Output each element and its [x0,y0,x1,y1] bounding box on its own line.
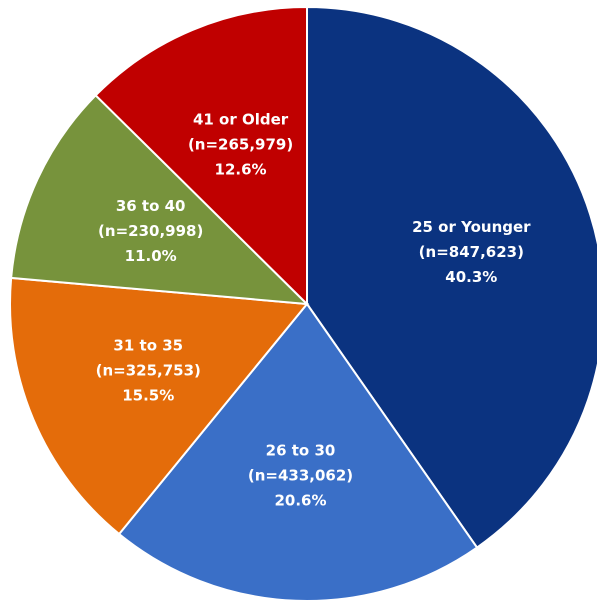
pie-slice [10,93,310,306]
slice-label: 25 or Younger [412,218,531,236]
count-label: (n=230,998) [98,222,203,240]
count-label: (n=847,623) [419,243,524,261]
pie-slice [94,5,308,307]
value-label: 15.5% [122,386,174,404]
value-label: 12.6% [215,161,267,179]
value-label: 20.6% [274,492,326,510]
slice-label: 36 to 40 [116,197,186,215]
value-label: 40.3% [445,268,497,286]
count-label: (n=325,753) [96,361,201,379]
slice-label: 31 to 35 [113,336,183,354]
value-label: 11.0% [125,247,177,265]
pie-slice [9,276,309,536]
count-label: (n=433,062) [248,467,353,485]
slice-label: 41 or Older [193,111,289,129]
count-label: (n=265,979) [188,136,293,154]
pie-slice [117,302,479,602]
slice-label: 26 to 30 [266,442,336,460]
pie-slice [306,5,597,549]
